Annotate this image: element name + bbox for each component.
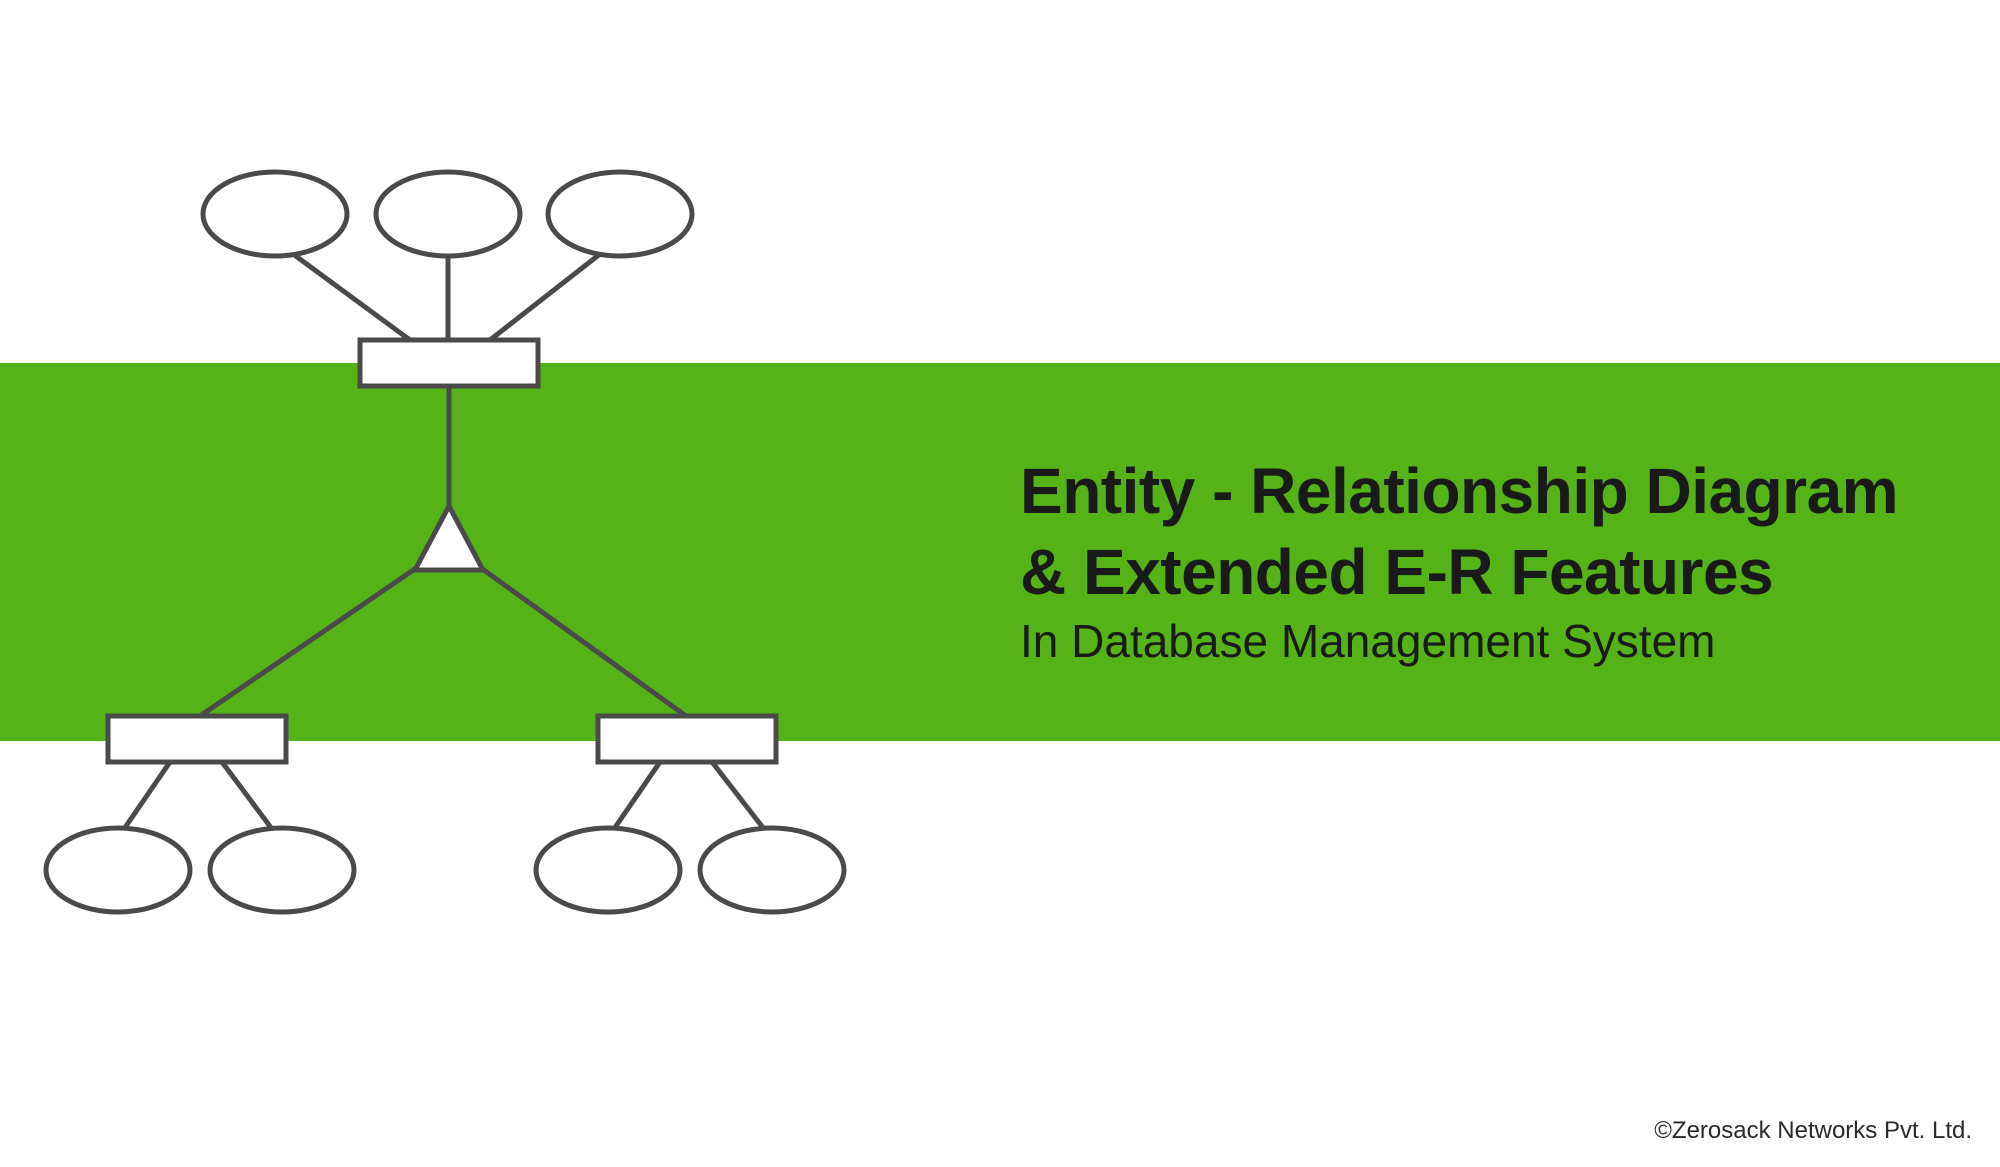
title-line-1: Entity - Relationship Diagram bbox=[1020, 455, 1898, 529]
attr-top-1 bbox=[203, 172, 347, 256]
edge bbox=[470, 560, 686, 716]
edge bbox=[222, 762, 272, 829]
entity-br bbox=[598, 716, 776, 762]
subtitle: In Database Management System bbox=[1020, 614, 1898, 668]
heading-block: Entity - Relationship Diagram & Extended… bbox=[1020, 455, 1898, 668]
attr-br-2 bbox=[700, 828, 844, 912]
attr-bl-1 bbox=[46, 828, 190, 912]
entity-bl bbox=[108, 716, 286, 762]
attr-br-1 bbox=[536, 828, 680, 912]
attr-top-3 bbox=[548, 172, 692, 256]
edge bbox=[293, 254, 410, 340]
entity-top bbox=[360, 340, 538, 386]
edge bbox=[200, 560, 428, 716]
title-line-2: & Extended E-R Features bbox=[1020, 536, 1898, 610]
isa bbox=[415, 506, 483, 570]
edge bbox=[712, 762, 764, 829]
edge bbox=[490, 254, 600, 340]
attr-top-2 bbox=[376, 172, 520, 256]
copyright-text: ©Zerosack Networks Pvt. Ltd. bbox=[1654, 1117, 1972, 1145]
edge bbox=[614, 762, 660, 829]
attr-bl-2 bbox=[210, 828, 354, 912]
edge bbox=[124, 762, 170, 829]
